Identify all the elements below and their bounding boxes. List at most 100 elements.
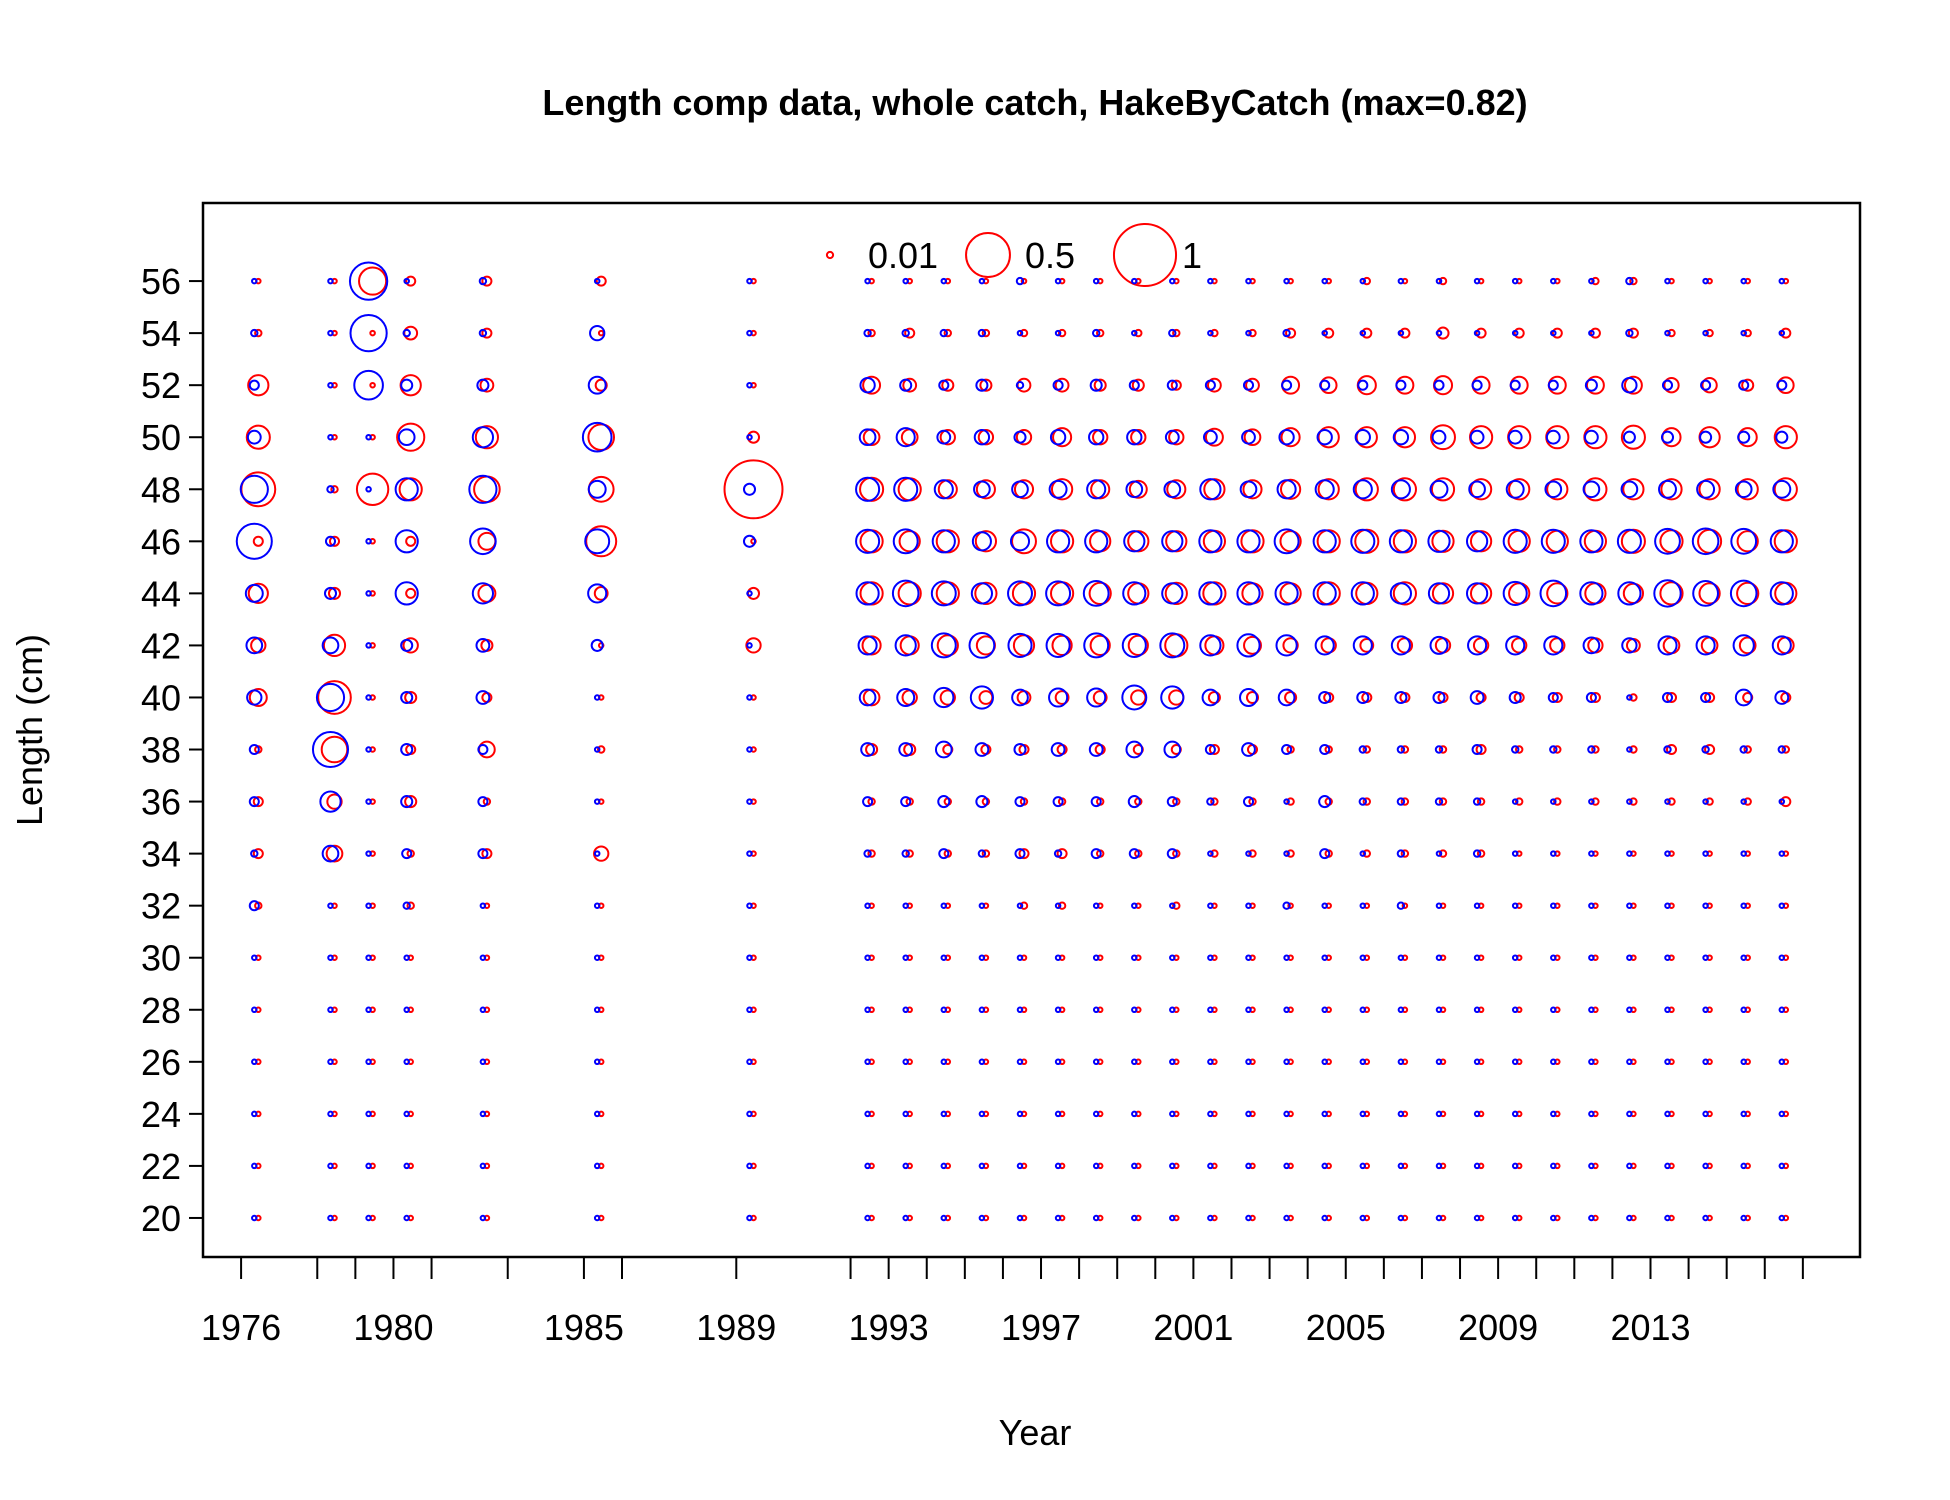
bubble-blue [902, 1214, 909, 1222]
bubble-blue [365, 1162, 372, 1170]
bubble-red [326, 793, 343, 810]
bubble-blue [1125, 480, 1144, 499]
bubble-blue [893, 476, 919, 502]
bubble-blue [1584, 429, 1599, 445]
bubble-blue [311, 730, 350, 769]
bubble-blue [1511, 1006, 1519, 1014]
bubble-blue [403, 277, 410, 285]
bubble-blue [581, 421, 613, 453]
bubble-red [1248, 849, 1257, 858]
bubble-blue [974, 742, 990, 757]
bubble-blue [1740, 902, 1747, 909]
bubble-blue [1778, 902, 1786, 909]
bubble-blue [1664, 798, 1671, 805]
bubble-blue [896, 688, 916, 707]
bubble-red [1243, 428, 1262, 447]
bubble-blue [1740, 850, 1747, 857]
bubble-blue [1664, 329, 1671, 337]
bubble-blue [973, 480, 991, 499]
bubble-blue [1508, 690, 1522, 705]
bubble-blue [1550, 329, 1557, 337]
bubble-blue [900, 796, 912, 808]
bubble-red [723, 459, 784, 520]
bubble-blue [401, 848, 413, 860]
y-tick-label: 28 [141, 990, 181, 1031]
bubble-blue [1239, 688, 1258, 707]
bubble-red [977, 429, 995, 446]
bubble-blue [1740, 1214, 1747, 1222]
bubble-blue [479, 1214, 487, 1222]
bubble-blue [899, 378, 913, 392]
bubble-blue [1588, 1006, 1595, 1014]
bubble-red [1665, 691, 1678, 704]
bubble-blue [1359, 1110, 1367, 1118]
bubble-blue [327, 1058, 334, 1066]
bubble-blue [1702, 277, 1709, 285]
bubble-blue [327, 954, 334, 961]
bubble-blue [1740, 277, 1747, 285]
bubble-blue [1621, 377, 1638, 394]
bubble-blue [1054, 1162, 1062, 1170]
bubble-blue [1473, 1006, 1481, 1014]
bubble-blue [1778, 850, 1786, 857]
bubble-blue [1283, 954, 1290, 961]
bubble-blue [1734, 688, 1753, 707]
bubble-blue [902, 1006, 909, 1014]
bubble-blue [1550, 1058, 1557, 1066]
bubble-blue [1740, 954, 1747, 961]
bubble-blue [1090, 796, 1102, 808]
bubble-blue [1206, 797, 1215, 806]
bubble-red [1057, 328, 1067, 338]
bubble-blue [1166, 796, 1178, 808]
bubble-blue [1435, 1006, 1443, 1014]
bubble-blue [327, 277, 334, 285]
bubble-blue [1207, 1110, 1214, 1118]
bubble-blue [1169, 277, 1176, 285]
bubble-blue [1207, 277, 1214, 285]
bubble-red [981, 328, 991, 338]
bubble-blue [1245, 1214, 1252, 1222]
bubble-blue [1699, 430, 1713, 444]
bubble-blue [857, 635, 878, 656]
bubble-blue [1702, 798, 1709, 805]
bubble-blue [1283, 850, 1290, 857]
bubble-blue [1321, 1110, 1328, 1118]
bubble-blue [1473, 1214, 1481, 1222]
bubble-blue [593, 1110, 601, 1118]
bubble-blue [1241, 742, 1256, 757]
bubble-blue [1163, 480, 1182, 499]
bubble-red [396, 422, 426, 452]
y-tick-label: 48 [141, 469, 181, 510]
bubble-blue [1161, 582, 1184, 605]
bubble-blue [248, 743, 260, 756]
bubble-red [1285, 327, 1297, 339]
bubble-red [594, 378, 608, 392]
bubble-red [1736, 530, 1759, 553]
bubble-blue [1579, 529, 1604, 554]
y-tick-label: 36 [141, 782, 181, 823]
bubble-red [1743, 745, 1752, 754]
bubble-blue [1696, 479, 1716, 499]
bubble-blue [323, 586, 338, 600]
bubble-red [1623, 375, 1643, 395]
bubble-blue [1131, 1162, 1138, 1170]
bubble-red [1013, 479, 1035, 500]
bubble-blue [590, 638, 604, 652]
bubble-blue [587, 583, 608, 604]
bubble-red [1629, 797, 1638, 806]
bubble-red [1284, 690, 1298, 705]
bubble-blue [1052, 379, 1064, 391]
bubble-blue [365, 1006, 372, 1014]
bubble-red [1393, 426, 1417, 449]
bubble-blue [746, 902, 753, 909]
bubble-blue [400, 378, 414, 392]
bubble-blue [894, 634, 917, 657]
bubble-red [898, 530, 921, 553]
bubble-blue [1664, 902, 1671, 909]
bubble-red [1591, 797, 1600, 806]
bubble-blue [1204, 379, 1216, 391]
bubble-blue [902, 902, 909, 909]
bubble-blue [1701, 745, 1710, 754]
x-tick-label: 1989 [696, 1307, 776, 1348]
bubble-red [1317, 478, 1340, 501]
